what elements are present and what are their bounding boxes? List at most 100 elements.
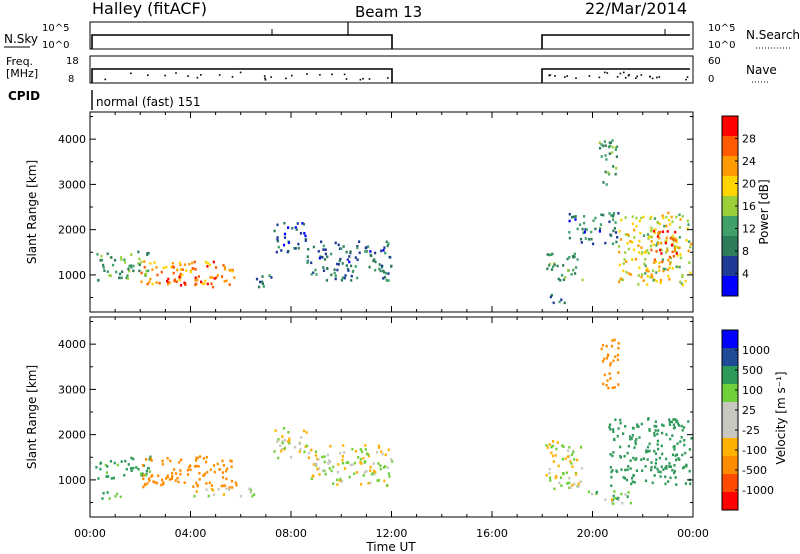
echo-cell bbox=[367, 453, 370, 456]
nave-dot bbox=[306, 73, 308, 75]
echo-cell bbox=[231, 269, 234, 273]
nave-dot bbox=[649, 75, 651, 78]
nave-dot bbox=[636, 75, 638, 78]
echo-cell bbox=[376, 451, 379, 454]
echo-cell bbox=[576, 227, 579, 231]
echo-cell bbox=[294, 226, 297, 229]
cpid-text: normal (fast) 151 bbox=[96, 95, 200, 109]
nave-dot bbox=[640, 74, 643, 76]
echo-cell bbox=[621, 278, 624, 282]
echo-cell bbox=[618, 280, 621, 284]
echo-cell bbox=[343, 276, 346, 280]
echo-cell bbox=[205, 482, 208, 485]
date-label: 22/Mar/2014 bbox=[585, 0, 687, 18]
echo-cell bbox=[206, 265, 209, 268]
echo-cell bbox=[211, 285, 214, 289]
echo-cell bbox=[118, 276, 121, 280]
echo-cell bbox=[607, 145, 610, 149]
echo-cell bbox=[654, 429, 657, 432]
echo-cell bbox=[608, 141, 611, 144]
echo-cell bbox=[647, 252, 650, 255]
echo-cell bbox=[113, 461, 116, 465]
echo-cell bbox=[656, 443, 659, 446]
echo-cell bbox=[199, 455, 202, 458]
echo-cell bbox=[274, 429, 277, 432]
echo-cell bbox=[342, 444, 345, 447]
echo-cell bbox=[221, 459, 224, 463]
echo-cell bbox=[650, 226, 653, 230]
nave-dot bbox=[554, 75, 556, 77]
echo-cell bbox=[166, 474, 169, 478]
echo-cell bbox=[157, 474, 160, 478]
echo-cell bbox=[649, 244, 653, 248]
echo-cell bbox=[619, 445, 622, 449]
velocity-colorbar-swatch bbox=[722, 456, 738, 475]
echo-cell bbox=[614, 496, 617, 500]
nave-dot bbox=[263, 75, 266, 77]
echo-cell bbox=[179, 263, 182, 267]
echo-cell bbox=[276, 223, 279, 227]
echo-cell bbox=[101, 497, 104, 500]
echo-cell bbox=[360, 450, 364, 454]
echo-cell bbox=[674, 476, 677, 479]
echo-cell bbox=[99, 461, 103, 465]
echo-cell bbox=[575, 266, 578, 269]
echo-cell bbox=[603, 140, 606, 143]
echo-cell bbox=[261, 282, 264, 285]
echo-cell bbox=[347, 461, 350, 464]
power-colorbar-swatch bbox=[722, 256, 738, 277]
echo-cell bbox=[326, 453, 329, 457]
echo-cell bbox=[382, 466, 386, 469]
echo-cell bbox=[679, 253, 682, 256]
echo-cell bbox=[281, 440, 284, 443]
echo-cell bbox=[678, 265, 681, 269]
power-ylabel: Slant Range [km] bbox=[25, 160, 39, 264]
echo-cell bbox=[671, 453, 675, 457]
echo-cell bbox=[673, 471, 676, 475]
echo-cell bbox=[321, 469, 324, 472]
echo-cell bbox=[646, 267, 649, 270]
echo-cell bbox=[603, 373, 606, 377]
nave-dot bbox=[575, 77, 577, 79]
echo-cell bbox=[689, 271, 692, 275]
echo-cell bbox=[620, 238, 623, 241]
echo-cell bbox=[602, 213, 605, 217]
echo-cell bbox=[666, 249, 669, 252]
echo-cell bbox=[613, 227, 616, 230]
echo-cell bbox=[210, 487, 213, 491]
echo-cell bbox=[374, 260, 377, 264]
echo-cell bbox=[303, 429, 306, 433]
echo-cell bbox=[196, 484, 199, 488]
echo-cell bbox=[305, 431, 308, 434]
echo-cell bbox=[664, 475, 667, 479]
freq-trace bbox=[91, 68, 690, 83]
echo-cell bbox=[611, 339, 614, 342]
echo-cell bbox=[641, 251, 644, 254]
nave-dot bbox=[656, 76, 658, 79]
echo-cell bbox=[253, 493, 256, 496]
echo-cell bbox=[568, 476, 571, 480]
echo-cell bbox=[667, 259, 670, 262]
echo-cell bbox=[650, 273, 653, 276]
echo-cell bbox=[655, 279, 658, 283]
echo-cell bbox=[673, 239, 676, 243]
echo-cell bbox=[126, 277, 129, 280]
echo-cell bbox=[663, 224, 666, 228]
echo-cell bbox=[645, 269, 648, 272]
nave-dot bbox=[196, 76, 199, 79]
echo-cell bbox=[148, 479, 151, 483]
time-x-axis: 00:00 04:00 08:00 12:00 16:00 20:00 00:00 bbox=[74, 317, 709, 540]
echo-cell bbox=[668, 423, 672, 426]
echo-cell bbox=[561, 457, 564, 461]
echo-cell bbox=[626, 468, 629, 471]
echo-cell bbox=[570, 462, 573, 465]
echo-cell bbox=[379, 464, 382, 467]
echo-cell bbox=[343, 451, 346, 454]
echo-cell bbox=[113, 258, 117, 262]
echo-cell bbox=[323, 258, 327, 261]
echo-cell bbox=[610, 151, 614, 154]
echo-cell bbox=[615, 166, 618, 170]
echo-cell bbox=[548, 253, 551, 257]
echo-cell bbox=[629, 435, 632, 438]
echo-cell bbox=[212, 489, 215, 492]
